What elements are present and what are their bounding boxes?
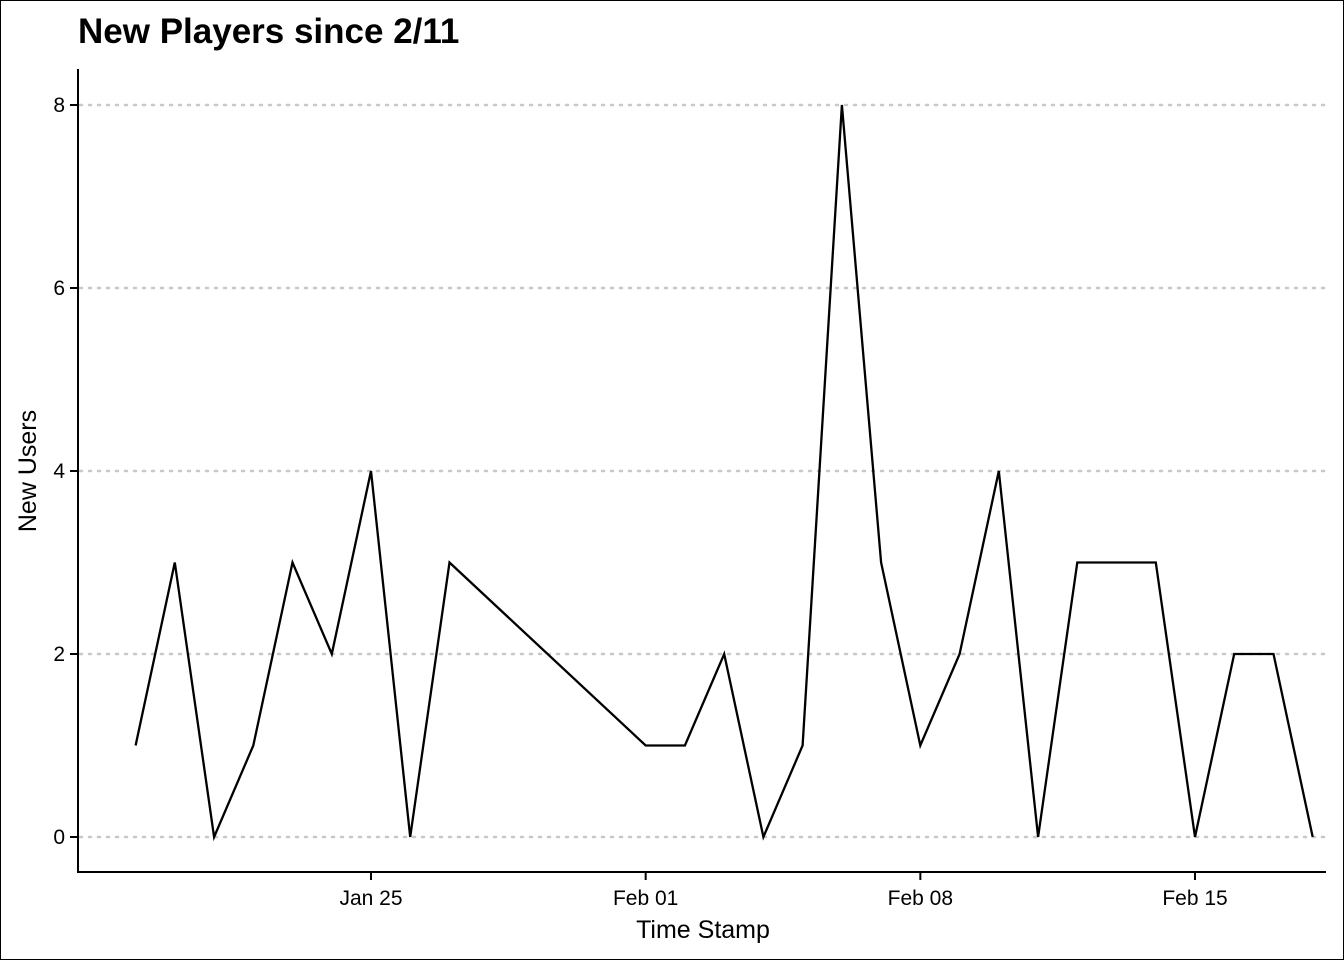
y-tick-label: 0 xyxy=(53,826,65,849)
x-tick-label: Jan 25 xyxy=(339,887,402,910)
x-axis-title: Time Stamp xyxy=(636,916,770,944)
y-tick-label: 4 xyxy=(53,460,65,483)
gridlines xyxy=(78,103,1328,839)
y-tick-label: 8 xyxy=(53,94,65,117)
y-axis-title: New Users xyxy=(14,410,42,532)
ticks: 0 2 4 6 8 Jan 25 Feb 01 Feb 08 Feb 15 xyxy=(53,94,1227,910)
y-tick-label: 2 xyxy=(53,643,65,666)
series xyxy=(134,104,1314,842)
x-tick-label: Feb 01 xyxy=(613,887,678,910)
x-tick-label: Feb 15 xyxy=(1162,887,1227,910)
series-line xyxy=(134,104,1314,842)
y-tick-label: 6 xyxy=(53,277,65,300)
chart-title: New Players since 2/11 xyxy=(78,12,459,51)
x-tick-label: Feb 08 xyxy=(888,887,953,910)
